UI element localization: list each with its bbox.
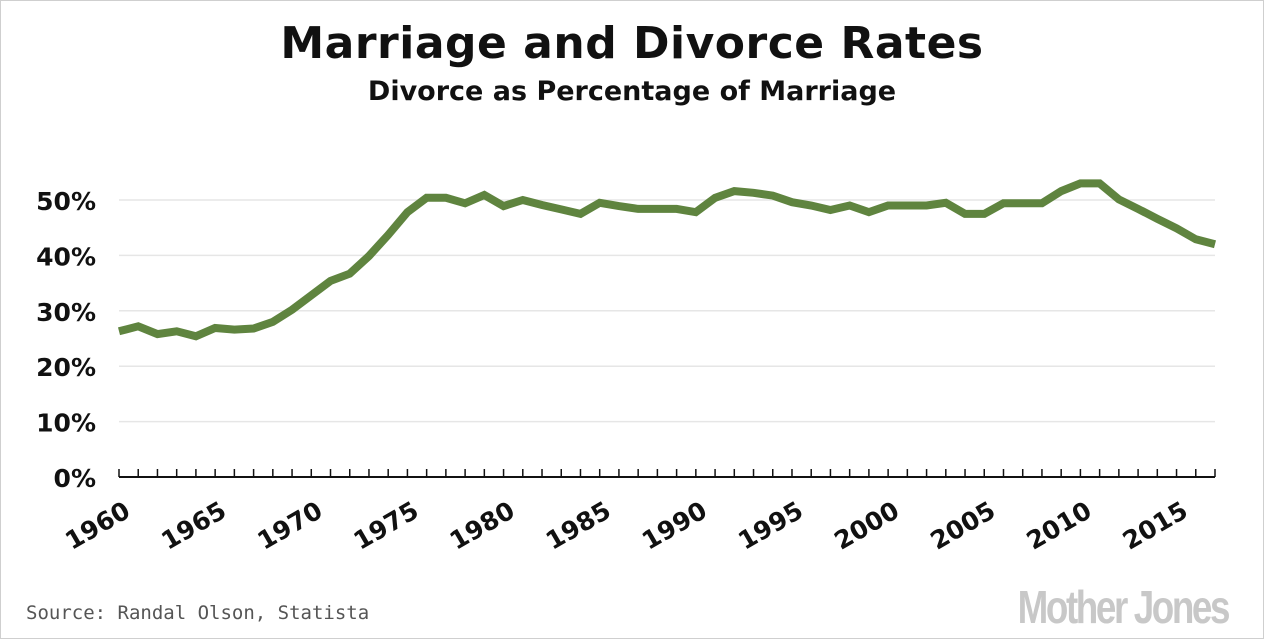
x-tick-label: 1990 (637, 496, 712, 556)
x-tick-label: 2010 (1022, 496, 1097, 556)
y-tick-label: 40% (36, 242, 96, 271)
x-tick-label: 1975 (349, 496, 424, 556)
x-tick-label: 1960 (60, 496, 135, 556)
x-tick-label: 1965 (156, 496, 231, 556)
y-tick-label: 50% (36, 187, 96, 216)
x-tick-label: 1980 (445, 496, 520, 556)
mother-jones-logo: Mother Jones (1017, 581, 1231, 633)
x-tick-label: 1995 (733, 496, 808, 556)
y-tick-label: 10% (36, 409, 96, 438)
y-tick-label: 20% (36, 353, 96, 382)
x-tick-label: 2015 (1118, 496, 1193, 556)
y-tick-label: 0% (54, 464, 96, 493)
x-tick-label: 1985 (541, 496, 616, 556)
x-tick-label: 2000 (829, 496, 904, 556)
x-tick-label: 1970 (253, 496, 328, 556)
y-tick-label: 30% (36, 298, 96, 327)
source-note: Source: Randal Olson, Statista (26, 602, 370, 624)
x-tick-label: 2005 (925, 496, 1000, 556)
chart-subtitle: Divorce as Percentage of Marriage (367, 76, 897, 107)
chart-title: Marriage and Divorce Rates (280, 18, 984, 69)
divorce-rate-line (117, 179, 1217, 341)
